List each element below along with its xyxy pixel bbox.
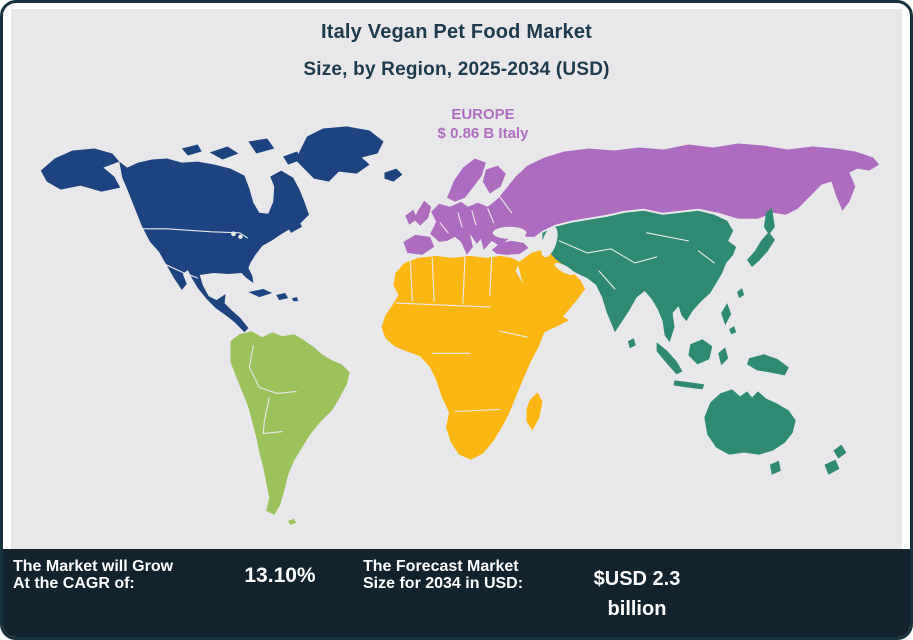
cagr-label: The Market will Grow At the CAGR of: bbox=[13, 558, 173, 592]
stats-footer: The Market will Grow At the CAGR of: 13.… bbox=[3, 549, 910, 637]
cagr-label-line1: The Market will Grow bbox=[13, 558, 174, 575]
region-asia-pacific bbox=[542, 207, 847, 475]
forecast-value-line1: $USD 2.3 bbox=[593, 568, 681, 590]
world-map-panel: Italy Vegan Pet Food Market Size, by Reg… bbox=[11, 9, 902, 549]
forecast-label-line1: The Forecast Market bbox=[363, 558, 519, 575]
forecast-value: $USD 2.3 billion bbox=[547, 564, 727, 624]
region-south-america bbox=[230, 331, 350, 525]
inland-seas bbox=[231, 226, 575, 276]
country-borders bbox=[122, 196, 715, 435]
europe-annotation: EUROPE $ 0.86 B Italy bbox=[438, 105, 529, 143]
europe-annotation-value: $ 0.86 B Italy bbox=[437, 125, 529, 142]
region-north-america bbox=[40, 126, 403, 333]
cagr-value: 13.10% bbox=[244, 564, 316, 587]
cagr-label-line2: At the CAGR of: bbox=[13, 575, 135, 592]
forecast-label-line2: Size for 2034 in USD: bbox=[363, 575, 524, 592]
europe-annotation-region: EUROPE bbox=[451, 106, 515, 123]
forecast-label: The Forecast Market Size for 2034 in USD… bbox=[363, 558, 523, 592]
world-map bbox=[40, 126, 880, 525]
page-subtitle: Size, by Region, 2025-2034 (USD) bbox=[303, 59, 610, 80]
forecast-value-line2: billion bbox=[607, 598, 667, 620]
region-middle-east-africa bbox=[381, 248, 586, 460]
page-title: Italy Vegan Pet Food Market bbox=[320, 21, 593, 43]
